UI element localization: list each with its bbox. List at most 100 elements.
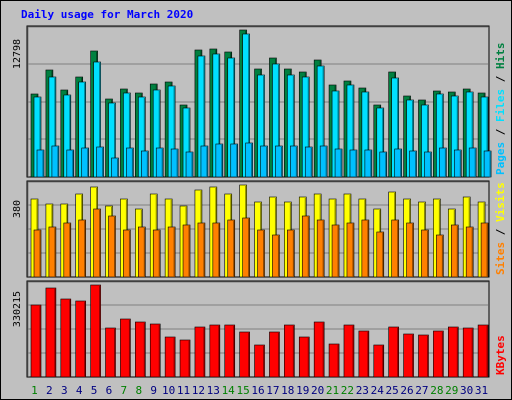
x-tick-label-13: 13 [207, 384, 220, 397]
x-tick-label-17: 17 [266, 384, 279, 397]
kbytes-bar-27 [418, 334, 429, 378]
x-tick-label-12: 12 [192, 384, 205, 397]
pages-bar-12 [200, 145, 209, 178]
pages-bar-17 [275, 145, 283, 178]
sites-bar-4 [78, 219, 87, 278]
pages-bar-6 [111, 157, 119, 178]
sites-bar-3 [63, 222, 72, 278]
kbytes-bar-13 [209, 324, 221, 378]
x-tick-label-20: 20 [311, 384, 324, 397]
sites-bar-28 [436, 234, 444, 278]
kbytes-bar-26 [403, 333, 414, 378]
x-tick-label-21: 21 [326, 384, 339, 397]
sites-bar-21 [331, 224, 340, 278]
pages-bar-28 [439, 147, 447, 178]
pages-bar-19 [304, 146, 313, 178]
hits-files-pages-panel: 12798 Pages / Files / Hits [12, 25, 507, 178]
pages-bar-21 [334, 148, 343, 178]
kbytes-bar-4 [75, 300, 87, 378]
x-tick-label-1: 1 [31, 384, 38, 397]
pages-bar-30 [468, 147, 477, 178]
visits-sites-legend: Sites / Visits [494, 182, 507, 275]
kbytes-bar-30 [462, 327, 474, 378]
sites-bar-11 [182, 224, 191, 278]
pages-bar-14 [230, 143, 239, 178]
x-tick-label-3: 3 [61, 384, 68, 397]
kbytes-bar-23 [358, 330, 370, 378]
kbytes-bar-6 [105, 327, 116, 378]
hits-files-pages-ymax-label: 12798 [12, 39, 23, 69]
visits-sites-panel: 380 Sites / Visits [12, 180, 507, 278]
sites-bar-17 [272, 234, 280, 278]
pages-bar-10 [170, 148, 179, 178]
sites-bar-18 [287, 229, 295, 278]
kbytes-bar-20 [313, 321, 325, 378]
x-tick-label-9: 9 [150, 384, 157, 397]
x-tick-label-24: 24 [371, 384, 385, 397]
sites-bar-6 [108, 215, 116, 278]
legend-separator: / [494, 69, 507, 89]
x-tick-label-2: 2 [46, 384, 53, 397]
sites-bar-16 [257, 229, 265, 278]
x-tick-label-8: 8 [135, 384, 142, 397]
sites-bar-27 [421, 229, 429, 278]
sites-bar-26 [406, 222, 414, 278]
x-tick-label-14: 14 [222, 384, 236, 397]
x-tick-label-18: 18 [281, 384, 294, 397]
kbytes-bar-10 [164, 336, 176, 378]
kbytes-bar-14 [224, 324, 236, 378]
legend-files: Files [494, 89, 507, 122]
pages-bar-11 [185, 151, 194, 178]
kbytes-bar-17 [269, 331, 280, 378]
x-tick-label-6: 6 [106, 384, 113, 397]
pages-bar-27 [424, 151, 432, 178]
x-tick-label-10: 10 [162, 384, 175, 397]
pages-bar-9 [155, 147, 164, 178]
x-tick-label-4: 4 [76, 384, 83, 397]
legend-hits: Hits [494, 43, 507, 70]
sites-bar-25 [391, 219, 399, 278]
kbytes-bar-5 [90, 284, 101, 378]
pages-bar-25 [394, 148, 402, 178]
visits-sites-ymax-label: 380 [12, 200, 23, 218]
sites-bar-24 [376, 231, 385, 278]
legend-kbytes: KBytes [494, 335, 507, 375]
pages-bar-29 [453, 149, 462, 178]
x-tick-label-5: 5 [91, 384, 98, 397]
x-tick-label-16: 16 [251, 384, 264, 397]
legend-pages: Pages [494, 142, 507, 175]
kbytes-bar-3 [60, 298, 72, 378]
pages-bar-24 [379, 151, 388, 178]
chart-title: Daily usage for March 2020 [21, 8, 193, 21]
x-tick-label-26: 26 [400, 384, 413, 397]
pages-bar-2 [51, 145, 60, 178]
kbytes-bar-22 [343, 324, 355, 378]
sites-bar-1 [33, 229, 42, 278]
pages-bar-23 [364, 149, 373, 178]
legend-separator: / [494, 122, 507, 142]
kbytes-bar-18 [284, 324, 295, 378]
kbytes-bar-2 [45, 287, 57, 378]
x-tick-label-23: 23 [356, 384, 369, 397]
pages-bar-8 [141, 150, 149, 178]
pages-bar-4 [81, 147, 90, 178]
x-tick-label-11: 11 [177, 384, 190, 397]
legend-visits: Visits [494, 182, 507, 222]
x-tick-label-25: 25 [386, 384, 399, 397]
pages-bar-20 [319, 145, 328, 178]
kbytes-ymax-label: 330215 [12, 291, 23, 327]
kbytes-bar-1 [30, 304, 42, 378]
kbytes-panel: 330215 KBytes [12, 280, 507, 378]
pages-bar-16 [260, 145, 268, 178]
kbytes-bar-28 [433, 330, 444, 378]
sites-bar-30 [465, 226, 474, 278]
pages-bar-13 [215, 143, 224, 178]
x-tick-label-30: 30 [460, 384, 473, 397]
sites-bar-29 [450, 224, 459, 278]
sites-bar-14 [227, 219, 236, 278]
x-tick-label-28: 28 [430, 384, 443, 397]
x-tick-label-29: 29 [445, 384, 458, 397]
sites-bar-20 [316, 219, 325, 278]
pages-bar-1 [36, 149, 45, 178]
